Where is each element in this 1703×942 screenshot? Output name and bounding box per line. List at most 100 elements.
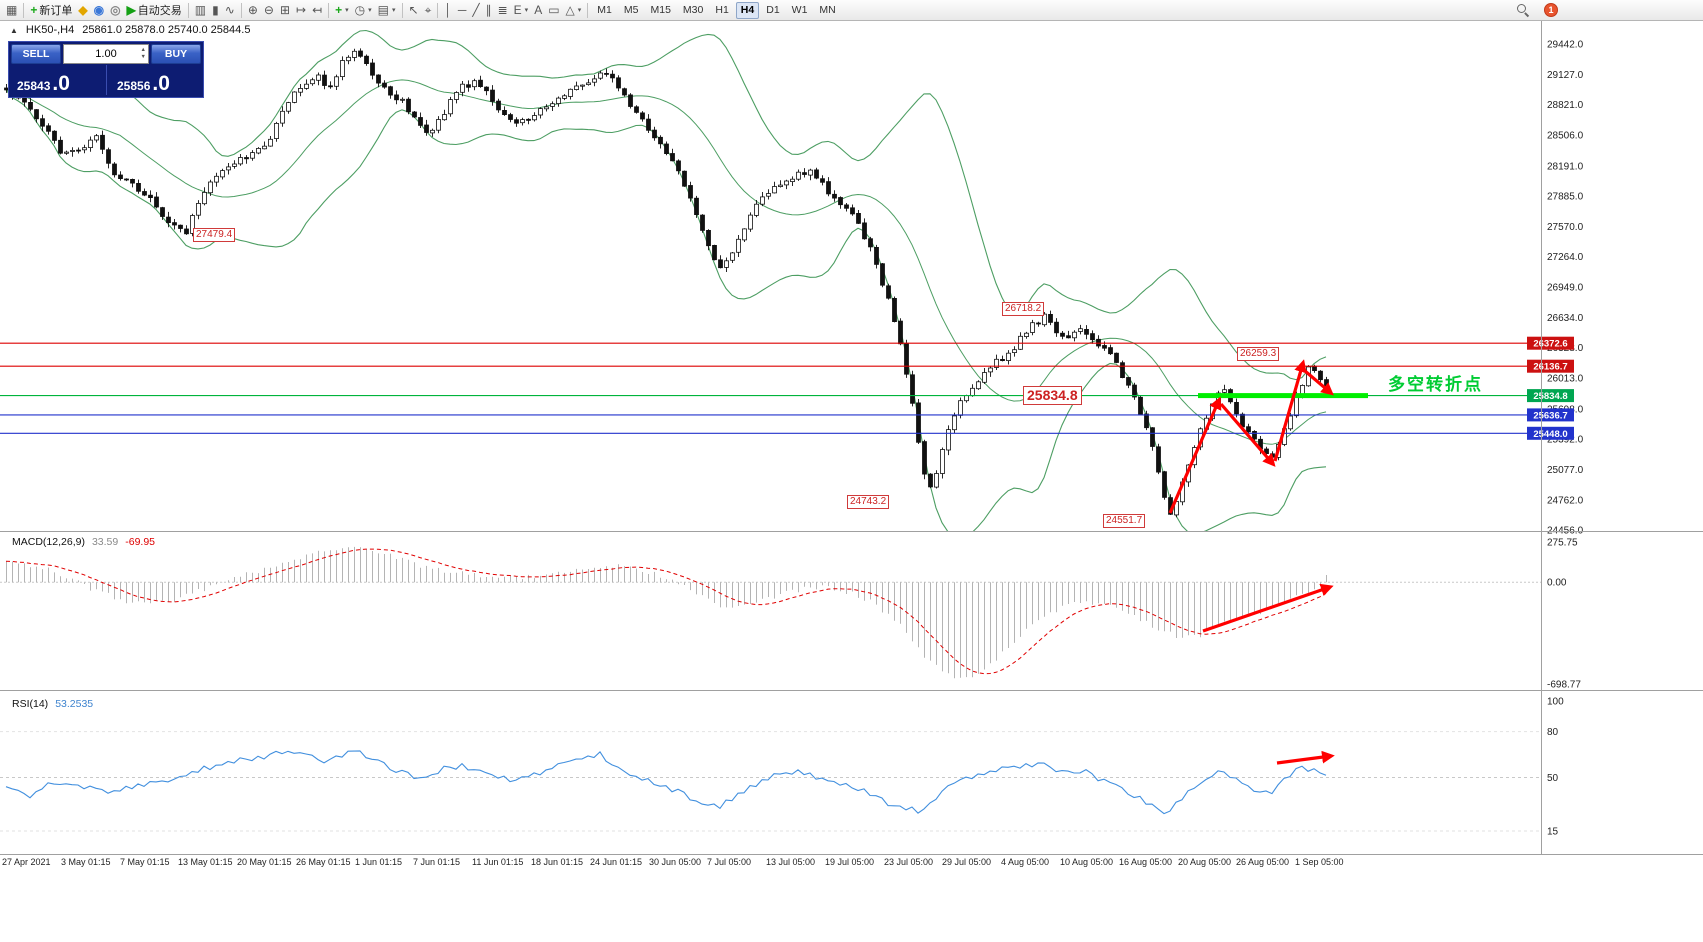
- toolbar-separator: [401, 2, 403, 18]
- rsi-indicator-label: RSI(14) 53.2535: [12, 698, 93, 710]
- price-tag: [1527, 426, 1574, 440]
- crosshair-button[interactable]: ⌖: [422, 1, 435, 19]
- vertical-line-button[interactable]: │: [441, 1, 455, 19]
- cursor-icon: ↖: [408, 3, 419, 17]
- channel-icon: ∥: [485, 3, 492, 17]
- spinner-down-icon[interactable]: ▼: [140, 54, 146, 61]
- new-chart-button[interactable]: ▦: [3, 1, 20, 19]
- fibonacci-button[interactable]: ≣: [495, 1, 511, 19]
- arrows-tool-button[interactable]: △ ▾: [563, 1, 585, 19]
- auto-scroll-button[interactable]: ↦: [293, 1, 309, 19]
- templates-button[interactable]: ▤ ▾: [375, 1, 399, 19]
- volume-input[interactable]: 1.00 ▲ ▼: [63, 44, 149, 64]
- search-icon: [1517, 4, 1529, 16]
- rsi-panel: [0, 731, 1541, 832]
- vps-button[interactable]: ◎: [107, 1, 123, 19]
- candle-chart-mode-icon: ▮: [212, 3, 219, 17]
- cursor-button[interactable]: ↖: [406, 1, 422, 19]
- chart-shift-icon: ↤: [312, 3, 323, 17]
- trend-arrow[interactable]: [1202, 583, 1334, 633]
- volume-value: 1.00: [95, 48, 117, 60]
- shapes-button[interactable]: E ▾: [511, 1, 532, 19]
- timeframe-d1[interactable]: D1: [766, 4, 780, 16]
- rsi-name: RSI(14): [12, 698, 49, 710]
- pivot-zone-line[interactable]: [1198, 393, 1368, 399]
- price-tag-label: 26372.6: [1533, 339, 1567, 350]
- price-tag-label: 26136.7: [1533, 362, 1567, 373]
- text-label-button[interactable]: ▭: [545, 1, 562, 19]
- trend-arrow[interactable]: [1276, 750, 1335, 765]
- new-order-button[interactable]: + 新订单: [27, 1, 75, 19]
- sell-button[interactable]: SELL: [11, 44, 61, 64]
- price-tag-label: 25448.0: [1533, 429, 1567, 440]
- volume-spinner[interactable]: ▲ ▼: [141, 47, 146, 61]
- trade-panel-prices: 25843 .0 25856 .0: [11, 65, 201, 95]
- mql-market-button[interactable]: ◆: [75, 1, 90, 19]
- notification-badge[interactable]: 1: [1544, 3, 1558, 17]
- signals-button[interactable]: ◉: [91, 1, 107, 19]
- rsi-tick-label: 15: [1547, 827, 1559, 838]
- indicators-button[interactable]: + ▾: [332, 1, 352, 19]
- time-tick-label: 20 Aug 05:00: [1178, 857, 1232, 867]
- horizontal-line-button[interactable]: ─: [455, 1, 470, 19]
- toolbar-right: 1: [1514, 1, 1558, 19]
- macd-name: MACD(12,26,9): [12, 536, 85, 548]
- channel-button[interactable]: ∥: [483, 1, 495, 19]
- rsi-value: 53.2535: [55, 698, 94, 710]
- caret-down-icon: ▾: [577, 7, 582, 14]
- zoom-in-button[interactable]: ⊕: [245, 1, 261, 19]
- trend-arrows[interactable]: [1168, 359, 1335, 765]
- search-button[interactable]: [1514, 1, 1532, 19]
- timeframe-h4[interactable]: H4: [735, 1, 760, 19]
- time-tick-label: 13 May 01:15: [178, 857, 233, 867]
- timeframe-mn[interactable]: MN: [819, 4, 836, 16]
- trend-arrow[interactable]: [1303, 369, 1334, 396]
- toolbar-separator: [240, 2, 242, 18]
- buy-price-main: 25856: [117, 78, 151, 93]
- time-tick-label: 1 Sep 05:00: [1295, 857, 1344, 867]
- vertical-line-icon: │: [444, 3, 452, 17]
- caret-down-icon: ▾: [524, 7, 529, 14]
- line-chart-mode-button[interactable]: ∿: [222, 1, 238, 19]
- zoom-out-icon: ⊖: [263, 3, 274, 17]
- toolbar-separator: [187, 2, 189, 18]
- periods-button[interactable]: ◷ ▾: [352, 1, 375, 19]
- price-tick-label: 27264.0: [1547, 252, 1584, 263]
- time-tick-label: 26 Aug 05:00: [1236, 857, 1290, 867]
- bar-chart-mode-button[interactable]: ▥: [192, 1, 209, 19]
- symbol-bar: ▲ HK50-,H4 25861.0 25878.0 25740.0 25844…: [10, 24, 250, 36]
- zoom-out-button[interactable]: ⊖: [261, 1, 277, 19]
- timeframe-m15[interactable]: M15: [650, 4, 671, 16]
- timeframe-m5[interactable]: M5: [623, 4, 639, 16]
- timeframe-h1[interactable]: H1: [715, 4, 729, 16]
- periods-icon: ◷: [354, 3, 366, 17]
- toolbar-separator: [437, 2, 439, 18]
- timeframe-m30[interactable]: M30: [682, 4, 704, 16]
- tile-windows-icon: ⊞: [279, 3, 290, 17]
- price-tick-label: 25077.0: [1547, 465, 1584, 476]
- time-tick-label: 23 Jul 05:00: [884, 857, 934, 867]
- trendline-button[interactable]: ╱: [469, 1, 482, 19]
- chart-shift-button[interactable]: ↤: [309, 1, 325, 19]
- spinner-up-icon[interactable]: ▲: [140, 47, 146, 53]
- pivot-annotation[interactable]: 多空转折点: [1388, 375, 1483, 394]
- timeframe-m1[interactable]: M1: [597, 4, 612, 16]
- autotrading-button[interactable]: ▶ 自动交易: [124, 1, 185, 19]
- text-button[interactable]: A: [531, 1, 545, 19]
- autotrading-button-label: 自动交易: [137, 5, 182, 17]
- tile-windows-button[interactable]: ⊞: [277, 1, 293, 19]
- candle-chart-mode-button[interactable]: ▮: [209, 1, 222, 19]
- crosshair-icon: ⌖: [424, 3, 432, 17]
- timeframe-w1[interactable]: W1: [791, 4, 808, 16]
- price-tag: [1527, 389, 1574, 403]
- buy-button[interactable]: BUY: [151, 44, 201, 64]
- trend-arrow[interactable]: [1168, 396, 1222, 514]
- trend-arrow[interactable]: [1219, 402, 1276, 467]
- trend-arrow[interactable]: [1273, 359, 1307, 462]
- chart-menu-icon[interactable]: ▲: [10, 25, 18, 35]
- time-tick-label: 29 Jul 05:00: [942, 857, 992, 867]
- auto-scroll-icon: ↦: [296, 3, 307, 17]
- time-tick-label: 30 Jun 05:00: [649, 857, 702, 867]
- price-tag: [1527, 359, 1574, 373]
